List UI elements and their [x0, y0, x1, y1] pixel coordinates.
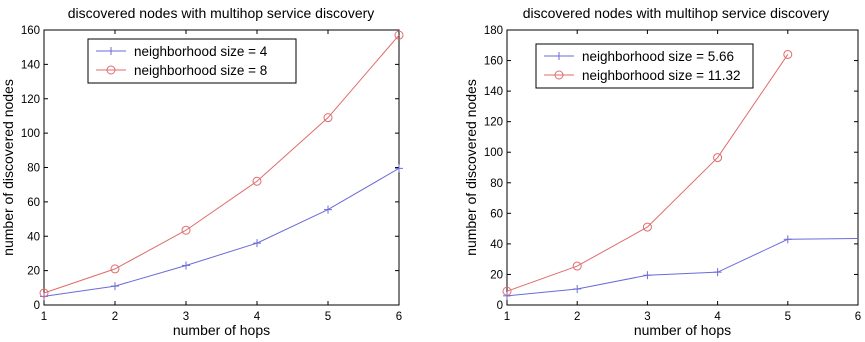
- data-point: [643, 271, 652, 280]
- y-tick-label: 160: [21, 25, 40, 37]
- data-point: [324, 205, 332, 214]
- y-tick-label: 60: [27, 197, 40, 209]
- legend-box: [535, 43, 754, 89]
- legend-label: neighborhood size = 4: [134, 44, 268, 59]
- x-tick-label: 5: [325, 311, 331, 323]
- legend-label: neighborhood size = 8: [134, 63, 267, 78]
- chart-1: discovered nodes with multihop service d…: [0, 5, 404, 338]
- legend-swatch-marker: [106, 65, 116, 75]
- y-tick-label: 80: [490, 178, 503, 190]
- data-point: [181, 225, 191, 235]
- y-tick-label: 100: [484, 147, 503, 159]
- series-1: [503, 235, 859, 300]
- y-axis-label: number of discovered nodes: [463, 79, 479, 256]
- x-tick-label: 1: [504, 311, 510, 323]
- legend-label: neighborhood size = 11.32: [582, 68, 741, 83]
- x-tick-label: 2: [574, 311, 580, 323]
- series-line: [506, 54, 789, 292]
- series-1: [40, 164, 403, 301]
- legend: neighborhood size = 5.66 neighborhood siz…: [535, 43, 754, 89]
- legend-label: neighborhood size = 5.66: [582, 49, 734, 64]
- x-axis-label: number of hops: [173, 322, 270, 338]
- legend-swatch-marker: [554, 70, 564, 80]
- series-2: [39, 30, 404, 298]
- y-axis-label: number of discovered nodes: [0, 79, 16, 256]
- data-point: [39, 288, 49, 298]
- legend-box: [87, 38, 297, 84]
- data-point: [642, 222, 652, 232]
- chart-2: discovered nodes with multihop service d…: [463, 5, 861, 338]
- x-tick-label: 5: [785, 311, 791, 323]
- y-tick-label: 140: [21, 59, 40, 71]
- data-point: [503, 291, 511, 300]
- data-point: [253, 239, 261, 248]
- legend: neighborhood size = 4 neighborhood size =…: [87, 38, 297, 84]
- series-2: [502, 49, 793, 296]
- x-tick-label: 3: [644, 311, 650, 323]
- legend-swatch-marker: [555, 52, 563, 60]
- data-point: [502, 286, 512, 296]
- data-point: [394, 30, 404, 40]
- y-tick-label: 0: [497, 300, 503, 312]
- series-line: [506, 238, 859, 297]
- y-tick-label: 100: [21, 128, 40, 140]
- data-point: [713, 268, 722, 277]
- y-tick-label: 40: [490, 239, 503, 251]
- y-tick-label: 40: [27, 231, 40, 243]
- x-tick-label: 6: [396, 311, 402, 323]
- data-point: [713, 153, 723, 163]
- x-tick-label: 4: [254, 311, 261, 323]
- data-point: [252, 176, 262, 186]
- x-tick-label: 3: [183, 311, 189, 323]
- data-point: [182, 261, 190, 270]
- x-tick-label: 1: [41, 311, 47, 323]
- series-line: [43, 167, 400, 297]
- data-point: [323, 113, 333, 123]
- y-tick-label: 120: [21, 94, 40, 106]
- y-tick-label: 0: [34, 300, 40, 312]
- data-point: [572, 261, 582, 271]
- chart-title: discovered nodes with multihop service d…: [523, 5, 830, 21]
- series-line: [43, 34, 400, 294]
- y-tick-label: 20: [27, 266, 40, 278]
- legend-swatch-marker: [107, 47, 115, 55]
- x-tick-label: 2: [112, 311, 118, 323]
- plot-area-frame: [506, 29, 859, 306]
- y-tick-label: 60: [490, 208, 503, 220]
- x-axis-label: number of hops: [634, 322, 731, 338]
- y-tick-label: 20: [490, 269, 503, 281]
- data-point: [110, 264, 120, 274]
- y-tick-label: 180: [484, 25, 503, 37]
- data-point: [783, 49, 793, 59]
- data-point: [111, 282, 119, 291]
- x-tick-label: 6: [855, 311, 861, 323]
- y-tick-label: 140: [484, 86, 503, 98]
- chart-title: discovered nodes with multihop service d…: [68, 5, 375, 21]
- y-tick-label: 160: [484, 56, 503, 68]
- x-tick-label: 4: [714, 311, 721, 323]
- y-tick-label: 120: [484, 117, 503, 129]
- data-point: [783, 235, 792, 244]
- data-point: [573, 284, 582, 293]
- y-tick-label: 80: [27, 163, 40, 175]
- data-point: [395, 164, 403, 173]
